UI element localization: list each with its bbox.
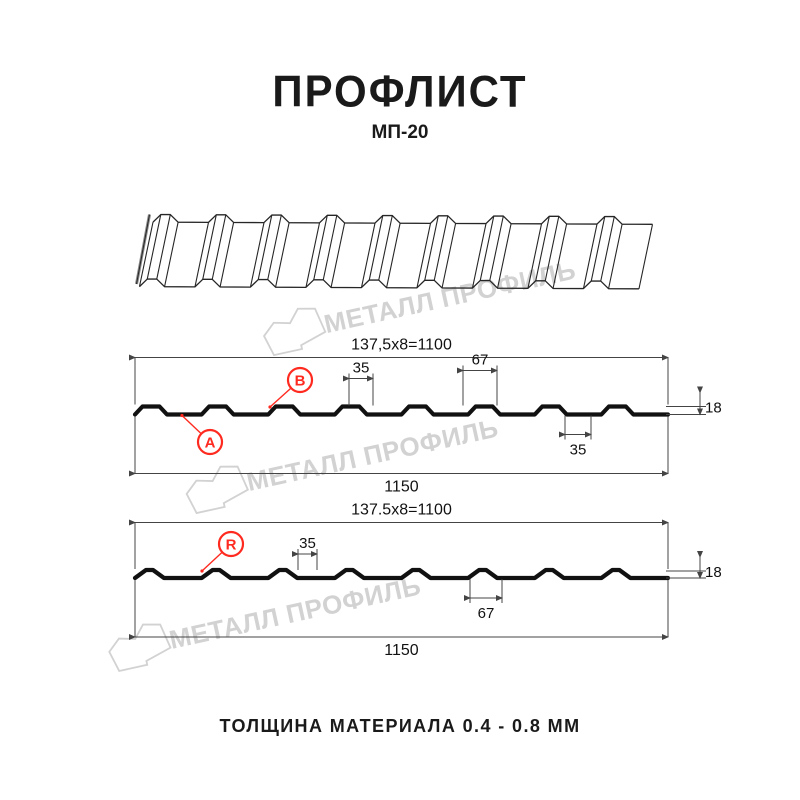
svg-text:35: 35	[353, 360, 370, 377]
svg-text:67: 67	[478, 605, 495, 622]
svg-text:35: 35	[570, 442, 587, 459]
svg-text:1150: 1150	[384, 479, 419, 496]
svg-text:35: 35	[299, 535, 316, 552]
svg-text:A: A	[205, 435, 216, 452]
svg-text:18: 18	[705, 564, 722, 581]
svg-text:R: R	[226, 537, 237, 554]
svg-text:18: 18	[705, 400, 722, 417]
svg-text:B: B	[295, 373, 306, 390]
svg-text:137,5х8=1100: 137,5х8=1100	[351, 337, 452, 354]
svg-text:137.5х8=1100: 137.5х8=1100	[351, 502, 452, 519]
svg-text:67: 67	[472, 352, 489, 369]
svg-text:1150: 1150	[384, 642, 419, 659]
